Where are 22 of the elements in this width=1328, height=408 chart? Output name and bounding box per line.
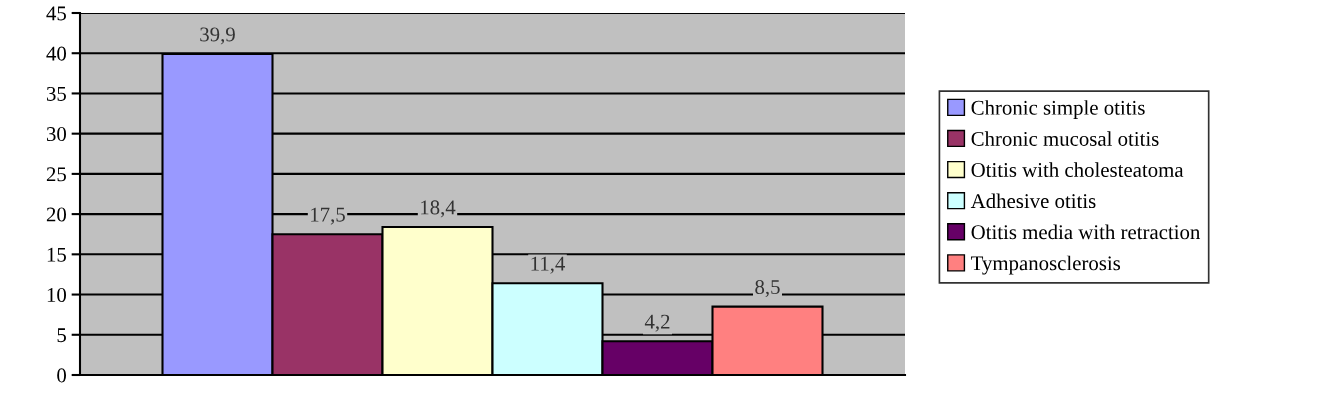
y-tick-label: 40 [46,46,67,61]
y-tick-label: 25 [46,167,66,182]
legend-label: Adhesive otitis [970,193,1096,209]
y-tick-label: 0 [57,368,67,383]
legend-label: Otitis media with retraction [971,224,1201,240]
data-label: 17,5 [311,207,345,225]
data-label: 39,9 [200,27,235,45]
legend-label: Otitis with cholesteatoma [971,162,1184,178]
y-tick-label: 15 [47,247,66,262]
data-label: 4,2 [644,314,670,332]
y-tick-label: 5 [57,328,66,343]
data-label: 8,5 [755,280,780,298]
legend-label: Chronic simple otitis [971,100,1145,120]
y-tick-label: 45 [46,6,66,21]
y-tick-label: 10 [47,287,67,302]
legend-label: Chronic mucosal otitis [971,131,1159,146]
data-label: 11,4 [531,256,566,274]
y-tick-label: 20 [46,207,67,222]
y-tick-label: 35 [46,86,66,101]
legend-label: Tympanosclerosis [971,255,1121,275]
data-label: 18,4 [421,200,456,218]
y-tick-label: 30 [46,127,67,142]
